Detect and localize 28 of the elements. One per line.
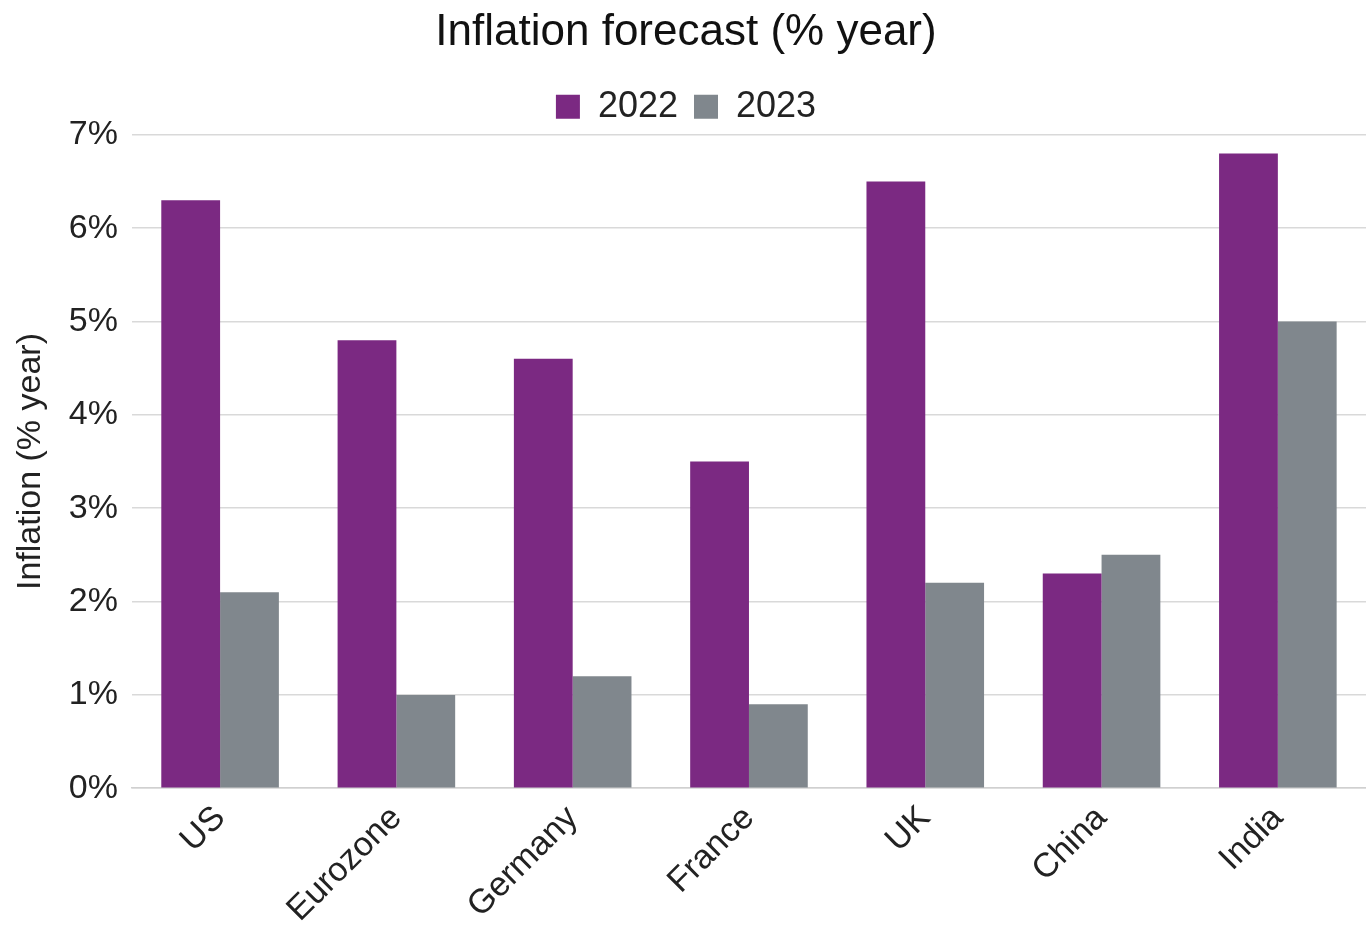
y-tick-label: 7% [68, 113, 118, 152]
x-tick-label: US [171, 797, 232, 858]
legend-label: 2023 [736, 83, 817, 125]
bar [1219, 153, 1278, 788]
bar [1042, 573, 1102, 788]
bar [220, 592, 279, 788]
bar [690, 461, 749, 788]
y-tick-label: 0% [68, 766, 118, 805]
legend-label: 2022 [597, 83, 679, 125]
bar [396, 694, 456, 788]
y-tick-label: 5% [68, 299, 118, 338]
y-tick-label: 1% [68, 673, 118, 712]
y-tick-label: 4% [68, 393, 118, 432]
x-tick-label: UK [876, 797, 938, 858]
bar [1101, 554, 1161, 788]
bar [337, 340, 397, 788]
bar [925, 582, 985, 788]
y-axis-title: Inflation (% year) [8, 333, 47, 591]
y-tick-label: 3% [68, 486, 118, 525]
bar [866, 181, 926, 788]
y-tick-label: 2% [68, 579, 118, 618]
bar [748, 704, 808, 788]
bar [572, 676, 632, 788]
bar [513, 358, 573, 788]
bar [1277, 321, 1337, 788]
chart-title: Inflation forecast (% year) [435, 4, 937, 54]
bar [161, 200, 221, 788]
y-tick-label: 6% [68, 206, 118, 245]
